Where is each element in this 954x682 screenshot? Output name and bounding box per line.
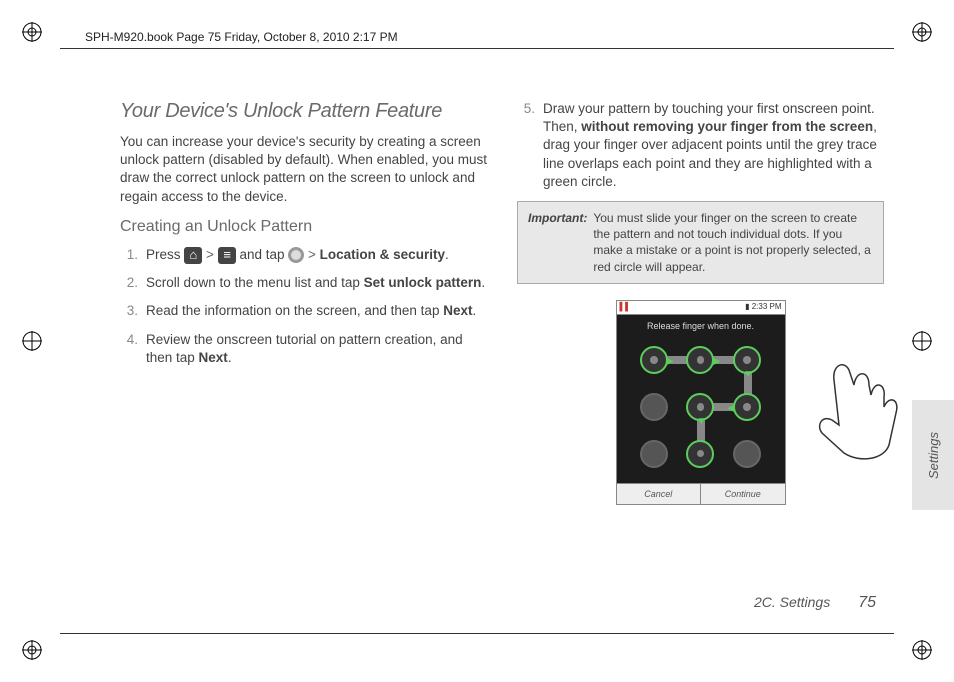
left-column: Your Device's Unlock Pattern Feature You… [120,100,487,582]
step-text: Press > and tap > Location & security. [146,246,449,264]
t: Scroll down to the menu list and tap [146,275,364,290]
status-time: 2:33 PM [752,302,782,311]
gt: > [308,247,316,262]
bold-label: Next [443,303,472,318]
signal-icon: ▌▌ [620,302,631,311]
t: . [228,350,232,365]
t: Review the onscreen tutorial on pattern … [146,332,463,365]
step-number: 4. [120,331,138,367]
footer-page-number: 75 [858,594,876,612]
pattern-dot: ▶ [640,346,668,374]
bold-label: Next [199,350,228,365]
step-2: 2. Scroll down to the menu list and tap … [120,274,487,292]
important-text: You must slide your finger on the screen… [593,210,873,275]
t: Press [146,247,184,262]
bold-label: Location & security [320,247,445,262]
bold-label: without removing your finger from the sc… [581,119,873,134]
pattern-area: Release finger when done. ▶ ▶ ▼ ▼ ◀ [617,315,785,483]
phone-figure: ▌▌ ▮ 2:33 PM Release finger when done. ▶… [517,300,884,505]
pattern-dot: ◀ [733,393,761,421]
pattern-hint: Release finger when done. [623,321,779,331]
menu-key-icon [218,247,236,264]
crop-mark-icon [22,22,42,42]
section-heading: Your Device's Unlock Pattern Feature [120,100,487,123]
home-key-icon [184,247,202,264]
pattern-dot [640,393,668,421]
step-number: 1. [120,246,138,264]
t: . [445,247,449,262]
intro-paragraph: You can increase your device's security … [120,133,487,206]
step-text: Scroll down to the menu list and tap Set… [146,274,485,292]
phone-mock: ▌▌ ▮ 2:33 PM Release finger when done. ▶… [616,300,786,505]
bot-rule [60,633,894,634]
crop-mark-icon [22,331,42,351]
important-label: Important: [528,210,587,275]
step-number: 5. [517,100,535,191]
pattern-grid: ▶ ▶ ▼ ▼ ◀ [631,337,771,477]
t: and tap [239,247,288,262]
pattern-dot [640,440,668,468]
t: . [472,303,476,318]
bold-label: Set unlock pattern [364,275,482,290]
step-text: Read the information on the screen, and … [146,302,476,320]
step-3: 3. Read the information on the screen, a… [120,302,487,320]
crop-mark-icon [912,640,932,660]
cancel-button: Cancel [617,484,702,504]
side-tab-label: Settings [926,432,941,479]
step-text: Review the onscreen tutorial on pattern … [146,331,487,367]
step-1: 1. Press > and tap > Location & security… [120,246,487,264]
book-header: SPH-M920.book Page 75 Friday, October 8,… [85,30,398,44]
top-rule [60,48,894,49]
settings-gear-icon [288,247,304,263]
continue-button: Continue [701,484,785,504]
hand-icon [814,335,924,465]
battery-icon: ▮ [745,302,749,311]
t: Read the information on the screen, and … [146,303,443,318]
t: . [481,275,485,290]
step-number: 3. [120,302,138,320]
subsection-heading: Creating an Unlock Pattern [120,218,487,236]
pattern-dot [733,440,761,468]
side-tab: Settings [912,400,954,510]
page-footer: 2C. Settings 75 [754,594,876,612]
crop-mark-icon [912,22,932,42]
phone-buttons: Cancel Continue [617,483,785,504]
phone-statusbar: ▌▌ ▮ 2:33 PM [617,301,785,315]
gt: > [206,247,214,262]
step-5: 5. Draw your pattern by touching your fi… [517,100,884,191]
step-4: 4. Review the onscreen tutorial on patte… [120,331,487,367]
footer-section: 2C. Settings [754,594,830,610]
crop-mark-icon [22,640,42,660]
important-note-box: Important: You must slide your finger on… [517,201,884,284]
right-column: 5. Draw your pattern by touching your fi… [517,100,884,582]
step-number: 2. [120,274,138,292]
step-text: Draw your pattern by touching your first… [543,100,884,191]
pattern-dot [686,440,714,468]
